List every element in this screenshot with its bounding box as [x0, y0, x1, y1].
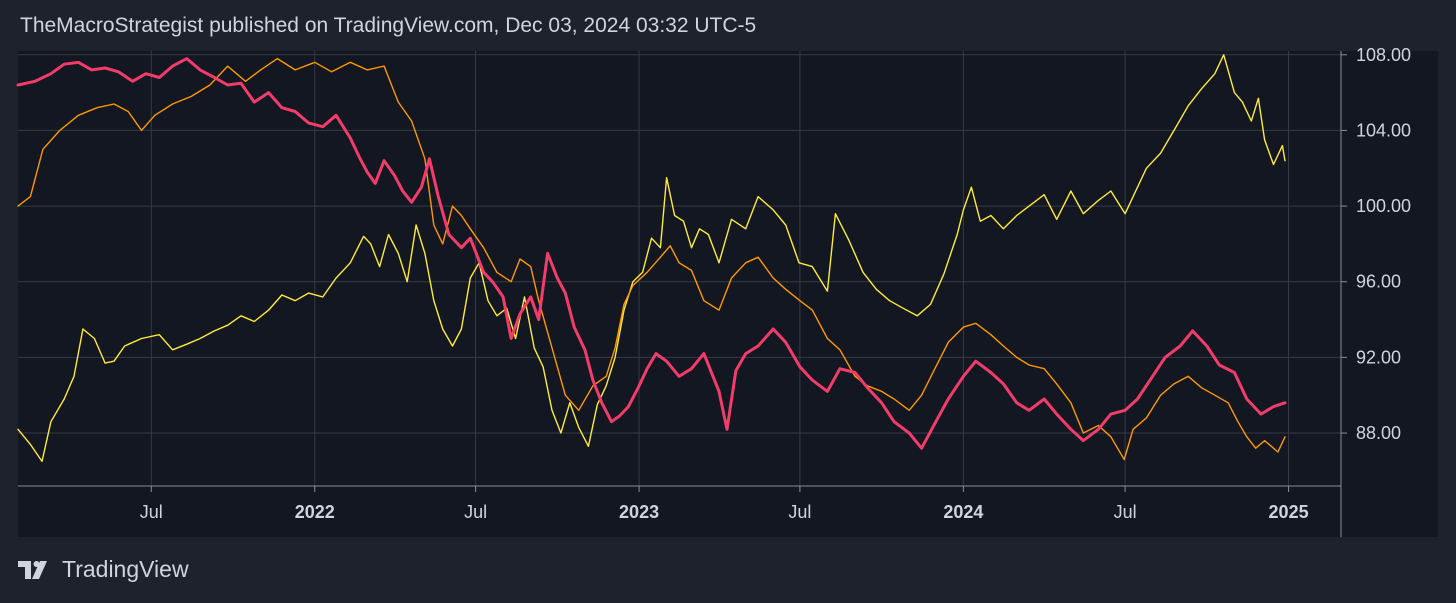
x-tick-label: 2023 — [619, 502, 659, 522]
series-line-1[interactable] — [17, 54, 1286, 463]
y-tick-label: 92.00 — [1356, 347, 1401, 367]
y-tick-label: 100.00 — [1356, 196, 1411, 216]
publish-info: TheMacroStrategist published on TradingV… — [20, 14, 757, 37]
y-tick-label: 104.00 — [1356, 120, 1411, 140]
x-tick-label: 2024 — [943, 502, 983, 522]
grid-lines — [18, 51, 1341, 486]
x-tick-label: Jul — [788, 502, 811, 522]
x-tick-label: 2022 — [295, 502, 335, 522]
chart-background — [18, 51, 1341, 537]
y-tick-label: 96.00 — [1356, 272, 1401, 292]
x-tick-label: Jul — [1114, 502, 1137, 522]
y-tick-label: 88.00 — [1356, 423, 1401, 443]
series-layer — [16, 54, 1287, 463]
footer-branding[interactable]: TradingView — [18, 556, 189, 583]
tradingview-logo-icon — [18, 560, 47, 579]
y-tick-label: 108.00 — [1356, 45, 1411, 65]
series-line-3[interactable] — [16, 57, 1287, 450]
x-tick-label: Jul — [464, 502, 487, 522]
x-tick-label: Jul — [140, 502, 163, 522]
x-tick-label: 2025 — [1269, 502, 1309, 522]
tradingview-brand-text: TradingView — [62, 556, 189, 582]
price-scale-background[interactable] — [1341, 51, 1438, 537]
price-axis[interactable]: 88.00 92.00 96.00 100.00 104.00 108.00 — [1341, 45, 1411, 443]
time-axis[interactable]: Jul 2022 Jul 2023 Jul 2024 Jul 2025 — [140, 486, 1309, 522]
